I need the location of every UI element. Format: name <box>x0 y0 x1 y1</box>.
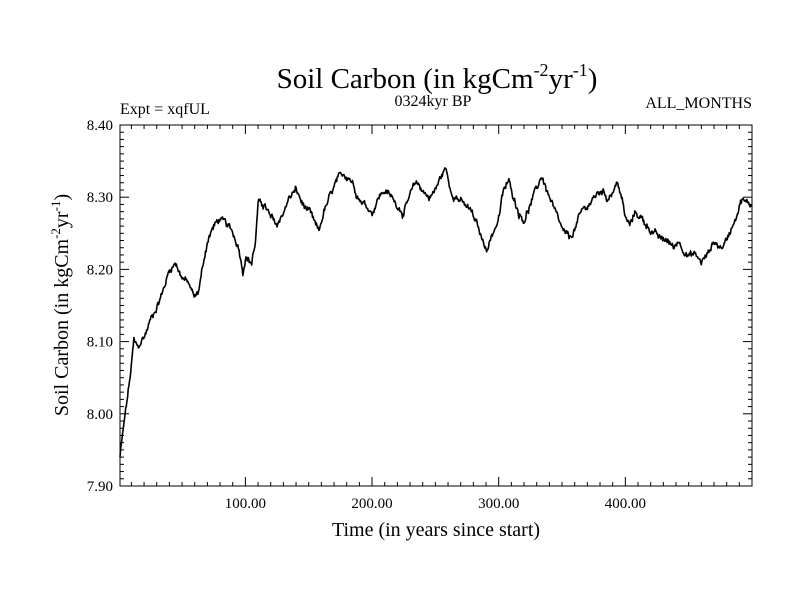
plot-area-frame <box>119 124 753 487</box>
experiment-label: Expt = xqfUL <box>120 101 210 118</box>
y-tick-label: 8.30 <box>87 190 113 206</box>
x-axis-label: Time (in years since start) <box>332 519 540 541</box>
y-tick-label: 8.00 <box>87 407 113 423</box>
x-axis-ticks: 100.00 200.00 300.00 400.00 <box>130 125 740 512</box>
x-tick-label: 300.00 <box>478 496 519 512</box>
y-axis-label: Soil Carbon (in kgCm-2yr-1) <box>48 194 73 416</box>
chart-title: Soil Carbon (in kgCm-2yr-1) <box>277 60 598 95</box>
y-tick-label: 8.40 <box>87 118 113 134</box>
x-tick-label: 200.00 <box>351 496 392 512</box>
period-label: 0324kyr BP <box>395 93 472 110</box>
y-axis-ticks: 7.90 8.00 8.10 8.20 8.30 8.40 <box>87 118 752 495</box>
months-label: ALL_MONTHS <box>645 95 752 112</box>
series-group <box>119 167 753 458</box>
y-tick-label: 7.90 <box>87 479 113 495</box>
x-tick-label: 100.00 <box>225 496 266 512</box>
soil-carbon-line <box>119 167 753 458</box>
y-tick-label: 8.10 <box>87 335 113 351</box>
x-tick-label: 400.00 <box>605 496 646 512</box>
y-tick-label: 8.20 <box>87 262 113 278</box>
